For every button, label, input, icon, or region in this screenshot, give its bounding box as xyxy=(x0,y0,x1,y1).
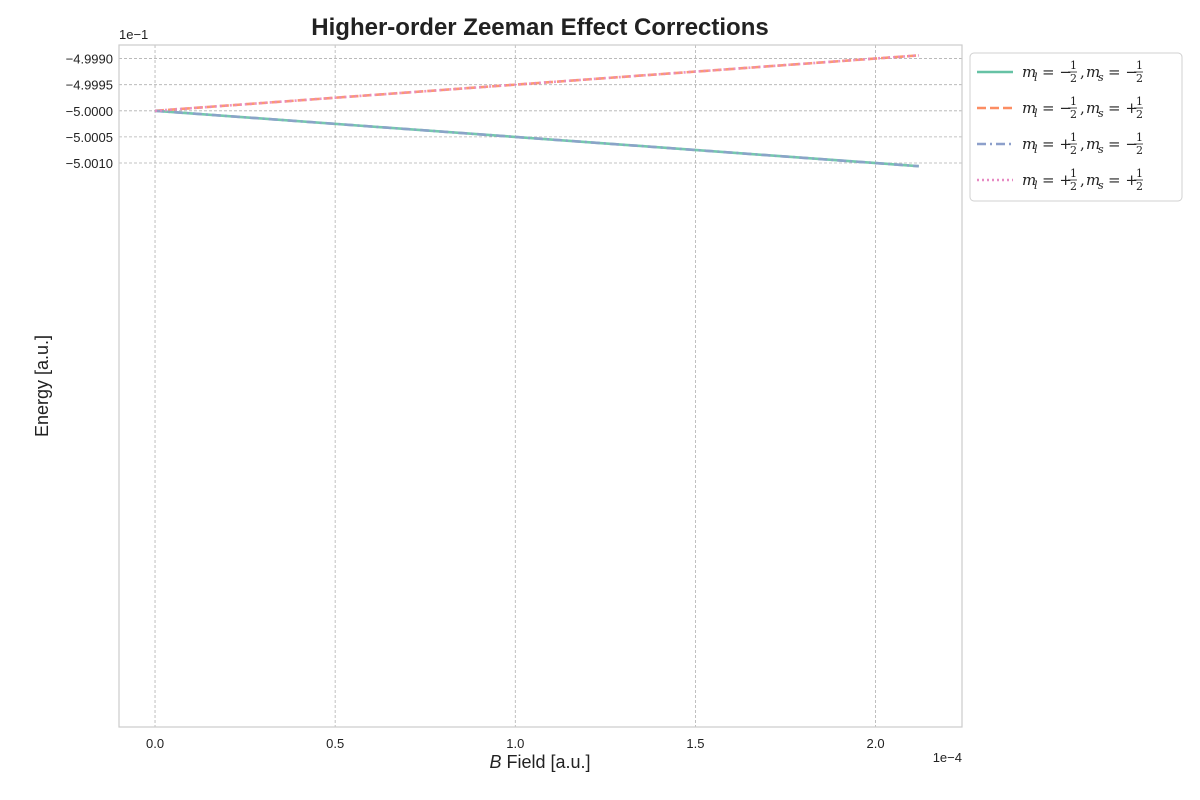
legend-frac-den: 2 xyxy=(1070,180,1077,193)
legend-frac-num: 1 xyxy=(1070,131,1077,144)
legend-eq: = − xyxy=(1108,63,1138,81)
y-tick-label: −4.9995 xyxy=(66,78,113,93)
legend-eq: = + xyxy=(1042,135,1072,153)
legend-comma: , xyxy=(1080,135,1085,153)
legend-var-m: m xyxy=(1022,135,1036,153)
legend-eq: = − xyxy=(1042,63,1072,81)
legend-eq: = + xyxy=(1108,99,1138,117)
legend-frac-den: 2 xyxy=(1136,180,1143,193)
legend-sub-s: s xyxy=(1098,179,1104,192)
legend-frac-num: 1 xyxy=(1136,95,1143,108)
legend-comma: , xyxy=(1080,63,1085,81)
legend-comma: , xyxy=(1080,171,1085,189)
x-tick-label: 2.0 xyxy=(866,736,884,751)
x-tick-label: 1.0 xyxy=(506,736,524,751)
legend-eq: = + xyxy=(1108,171,1138,189)
legend-var-m: m xyxy=(1086,63,1100,81)
legend-label-2: ml = −12, ms = +12 xyxy=(1022,95,1143,121)
legend-eq: = − xyxy=(1042,99,1072,117)
legend-label-3: ml = +12, ms = −12 xyxy=(1022,131,1143,157)
legend-frac-num: 1 xyxy=(1070,167,1077,180)
legend-sub-s: s xyxy=(1098,71,1104,84)
x-axis-label-var: B xyxy=(489,752,501,772)
legend-frac-num: 1 xyxy=(1070,59,1077,72)
chart-title: Higher-order Zeeman Effect Corrections xyxy=(311,14,768,41)
legend-eq: = + xyxy=(1042,171,1072,189)
legend-sub-s: s xyxy=(1098,107,1104,120)
legend-frac-num: 1 xyxy=(1136,131,1143,144)
legend-frac-num: 1 xyxy=(1070,95,1077,108)
legend-var-m: m xyxy=(1022,99,1036,117)
legend-frac-den: 2 xyxy=(1070,108,1077,121)
legend-frac-den: 2 xyxy=(1136,72,1143,85)
x-axis-label: B Field [a.u.] xyxy=(489,752,590,772)
y-tick-label: −5.0000 xyxy=(66,104,113,119)
y-offset-text: 1e−1 xyxy=(119,27,148,42)
legend-frac-den: 2 xyxy=(1070,144,1077,157)
x-offset-text: 1e−4 xyxy=(933,750,962,765)
y-tick-labels: −4.9990 −4.9995 −5.0000 −5.0005 −5.0010 xyxy=(66,52,113,171)
legend-frac-den: 2 xyxy=(1070,72,1077,85)
y-tick-label: −5.0005 xyxy=(66,130,113,145)
legend-sub-l: l xyxy=(1034,71,1038,84)
legend-box xyxy=(969,52,1183,202)
legend-var-m: m xyxy=(1086,99,1100,117)
plot-series xyxy=(154,54,919,168)
x-axis-label-rest: Field [a.u.] xyxy=(501,752,590,772)
legend-frac-num: 1 xyxy=(1136,167,1143,180)
x-tick-label: 0.5 xyxy=(326,736,344,751)
series-line-3 xyxy=(154,109,919,168)
legend-var-m: m xyxy=(1022,171,1036,189)
grid xyxy=(119,45,962,727)
x-tick-label: 1.5 xyxy=(686,736,704,751)
y-tick-label: −5.0010 xyxy=(66,156,113,171)
legend-sub-s: s xyxy=(1098,143,1104,156)
legend-comma: , xyxy=(1080,99,1085,117)
legend-label-4: ml = +12, ms = +12 xyxy=(1022,167,1143,193)
legend-frac-den: 2 xyxy=(1136,144,1143,157)
legend-frac-den: 2 xyxy=(1136,108,1143,121)
legend-eq: = − xyxy=(1108,135,1138,153)
legend-var-m: m xyxy=(1086,135,1100,153)
legend-sub-l: l xyxy=(1034,107,1038,120)
legend-var-m: m xyxy=(1086,171,1100,189)
plot-frame xyxy=(118,44,963,728)
legend-sub-l: l xyxy=(1034,143,1038,156)
legend-var-m: m xyxy=(1022,63,1036,81)
legend-frac-num: 1 xyxy=(1136,59,1143,72)
series-line-2 xyxy=(154,54,919,113)
legend-sub-l: l xyxy=(1034,179,1038,192)
x-tick-label: 0.0 xyxy=(146,736,164,751)
y-axis-label: Energy [a.u.] xyxy=(32,335,52,437)
x-tick-labels: 0.0 0.5 1.0 1.5 2.0 xyxy=(146,736,885,751)
y-tick-label: −4.9990 xyxy=(66,52,113,67)
legend-label-1: ml = −12, ms = −12 xyxy=(1022,59,1143,85)
